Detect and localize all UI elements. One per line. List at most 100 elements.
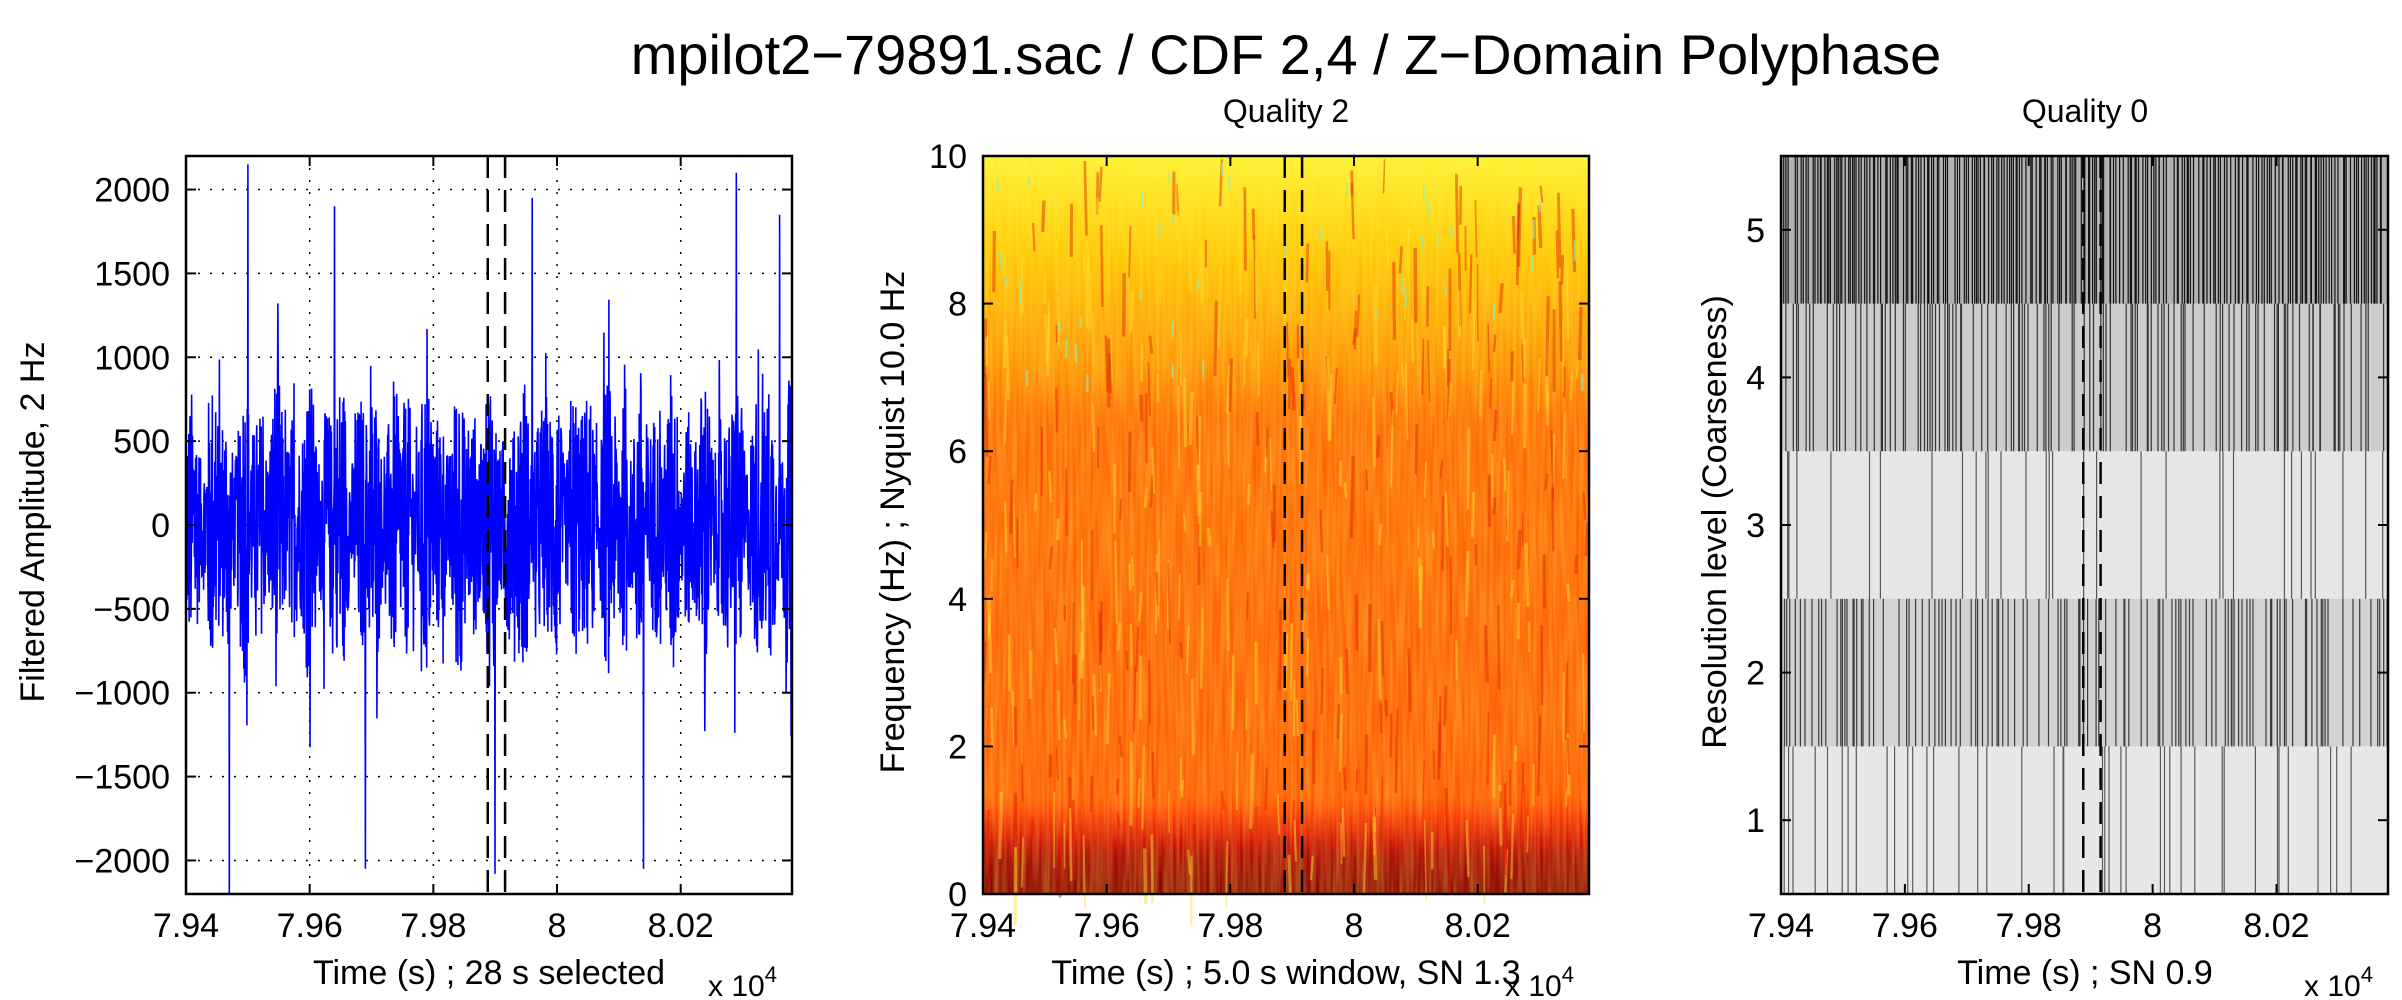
spectrogram-streak — [1057, 296, 1061, 347]
spectrogram-streak — [1443, 685, 1448, 726]
spectrogram-streak — [1421, 760, 1425, 834]
spectrogram-streak — [1269, 438, 1273, 491]
spectrogram-streak — [1289, 622, 1294, 701]
resolution-ytick-label: 3 — [1746, 507, 1765, 545]
spectrogram-streak — [1088, 273, 1093, 332]
spectrogram-streak — [1341, 808, 1346, 857]
spectrogram-streak — [1464, 550, 1470, 617]
spectrogram-streak — [1167, 562, 1171, 644]
spectrogram-streak — [1124, 650, 1129, 671]
spectrogram-streak — [1423, 461, 1428, 498]
resolution-plot-area — [1780, 156, 2388, 894]
spectrogram-streak — [1380, 621, 1385, 677]
spectrogram-ytick-label: 8 — [948, 286, 967, 324]
spectrogram-streak — [1503, 849, 1509, 896]
spectrogram-streak — [1147, 660, 1152, 725]
spectrogram-streak — [1227, 395, 1230, 468]
resolution-ylabel: Resolution level (Coarseness) — [1696, 295, 1734, 749]
resolution-ytick-label: 1 — [1746, 802, 1765, 840]
spectrogram-streak — [1457, 290, 1462, 337]
spectrogram-streak — [1129, 624, 1133, 666]
waveform-x-exponent: x 104 — [708, 962, 777, 1000]
waveform-xtick-label: 8 — [548, 907, 567, 945]
spectrogram-streak — [1326, 555, 1330, 611]
spectrogram-streak — [1290, 367, 1296, 411]
spectrogram-streak — [1362, 823, 1368, 897]
spectrogram-streak — [1077, 653, 1081, 721]
spectrogram-streak — [1150, 834, 1154, 904]
spectrogram-streak — [1564, 662, 1569, 740]
spectrogram-streak — [1094, 197, 1100, 220]
spectrogram-streak — [1365, 469, 1369, 491]
spectrogram-streak — [1225, 365, 1231, 414]
spectrogram-streak — [1400, 361, 1404, 387]
spectrogram-streak — [1551, 434, 1556, 488]
spectrogram-streak — [1486, 711, 1490, 786]
waveform-ytick-label: 500 — [113, 423, 170, 461]
spectrogram-streak — [1190, 678, 1195, 756]
spectrogram-streak — [1200, 607, 1204, 690]
spectrogram-streak — [1287, 854, 1292, 894]
spectrogram-streak — [1048, 546, 1054, 570]
spectrogram-streak — [1510, 813, 1515, 880]
spectrogram-streak — [1479, 369, 1483, 417]
spectrogram-streak — [1048, 471, 1053, 503]
spectrogram-streak — [1255, 412, 1260, 446]
spectrogram-streak — [1119, 499, 1123, 520]
spectrogram-streak — [1565, 254, 1570, 340]
spectrogram-streak — [1081, 586, 1085, 661]
spectrogram-streak — [1405, 363, 1409, 440]
spectrogram-streak — [1384, 699, 1389, 717]
spectrogram-streak — [1085, 251, 1090, 329]
spectrogram-streak — [1487, 323, 1491, 373]
spectrogram-streak — [1149, 474, 1155, 507]
spectrogram-streak — [1574, 554, 1579, 575]
spectrogram-streak — [1333, 367, 1338, 404]
figure-title: mpilot2−79891.sac / CDF 2,4 / Z−Domain P… — [631, 23, 1941, 86]
spectrogram-streak — [1385, 227, 1390, 268]
spectrogram-streak — [990, 558, 993, 591]
spectrogram-streak — [1121, 273, 1126, 337]
spectrogram-streak — [990, 707, 995, 747]
spectrogram-streak — [1414, 423, 1418, 475]
spectrogram-streak — [1459, 185, 1464, 203]
spectrogram-streak — [1492, 410, 1498, 442]
spectrogram-streak — [1091, 695, 1096, 731]
spectrogram-streak — [1175, 183, 1180, 217]
spectrogram-streak — [1055, 747, 1059, 781]
spectrogram-streak — [1345, 648, 1349, 695]
spectrogram-streak — [1118, 735, 1124, 758]
spectrogram-streak — [1142, 848, 1148, 905]
spectrogram-streak — [1356, 294, 1361, 337]
spectrogram-streak — [1178, 573, 1181, 620]
spectrogram-streak — [1245, 698, 1248, 731]
spectrogram-streak — [1492, 334, 1497, 353]
spectrogram-streak — [1502, 457, 1507, 492]
waveform-axes: 7.94 7.96 7.98 8 8.02 2000 1500 1000 500 0 −500 −10… — [75, 154, 794, 945]
spectrogram-streak — [1295, 698, 1300, 736]
spectrogram-streak — [995, 158, 999, 240]
spectrogram-streak — [1468, 254, 1473, 314]
spectrogram-streak — [987, 455, 992, 484]
spectrogram-ytick-label: 10 — [929, 138, 967, 176]
spectrogram-streak — [1082, 252, 1086, 271]
spectrogram-streak — [1288, 358, 1292, 410]
spectrogram-streak — [987, 595, 993, 673]
spectrogram-panel: Quality 2 7.94 7.96 7.98 8 8.02 0 2 4 6 8 10 Time … — [874, 93, 1591, 1000]
spectrogram-streak — [1135, 626, 1140, 672]
resolution-frame — [1779, 154, 2390, 896]
spectrogram-streak — [1213, 300, 1218, 376]
spectrogram-streak — [1465, 819, 1470, 878]
spectrogram-streak — [1340, 823, 1343, 865]
spectrogram-plot-area — [982, 156, 1591, 926]
spectrogram-streak — [1065, 468, 1068, 536]
spectrogram-axes: 7.94 7.96 7.98 8 8.02 0 2 4 6 8 10 — [929, 138, 1591, 945]
spectrogram-ylabel: Frequency (Hz) ; Nyquist 10.0 Hz — [874, 271, 912, 774]
spectrogram-streak — [1371, 397, 1376, 468]
spectrogram-streak — [1083, 160, 1088, 236]
spectrogram-streak — [1154, 179, 1157, 255]
spectrogram-streak — [1174, 172, 1179, 240]
spectrogram-streak — [1379, 776, 1384, 852]
spectrogram-streak — [982, 318, 988, 377]
